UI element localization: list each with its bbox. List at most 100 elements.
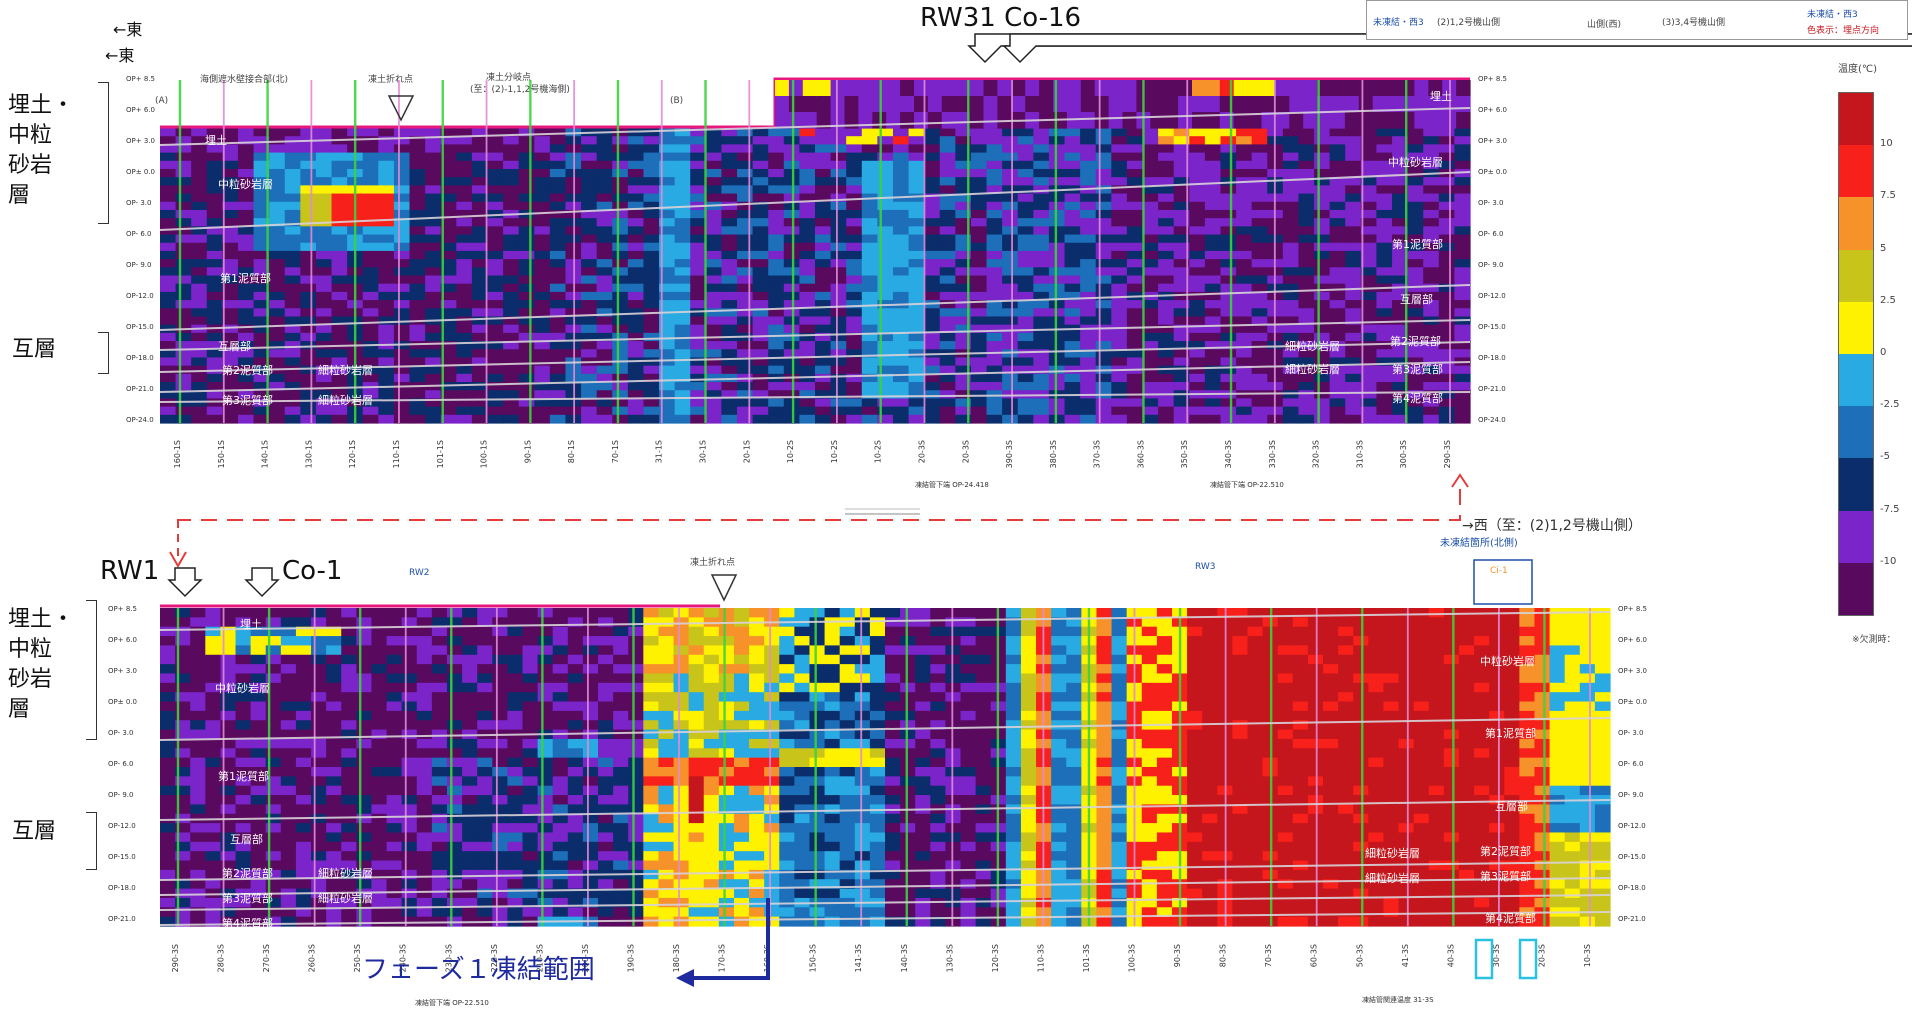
temp-cell	[737, 136, 754, 145]
temp-cell	[802, 96, 818, 113]
temp-cell	[1064, 406, 1081, 416]
temp-cell	[643, 738, 660, 749]
temp-cell	[280, 692, 297, 703]
temp-cell	[1111, 226, 1128, 236]
temp-cell	[440, 267, 457, 277]
temp-cell	[809, 608, 826, 618]
temp-cell	[1002, 406, 1019, 416]
temp-cell	[237, 160, 255, 170]
temp-cell	[269, 234, 286, 244]
temp-cell	[1080, 349, 1097, 359]
temp-cell	[1204, 185, 1222, 195]
stratum-label: 埋土	[1430, 90, 1452, 103]
temp-cell	[815, 316, 832, 326]
temp-cell	[160, 841, 176, 852]
temp-cell	[206, 242, 223, 252]
temp-cell	[222, 324, 239, 334]
temp-cell	[830, 291, 847, 301]
temp-cell	[409, 226, 426, 236]
temp-cell	[869, 626, 886, 637]
temp-cell	[892, 152, 910, 162]
temp-cell	[830, 177, 847, 186]
temp-cell	[1282, 250, 1300, 260]
temp-cell	[356, 608, 373, 618]
temp-cell	[237, 177, 255, 186]
temp-cell	[175, 160, 192, 170]
temp-cell	[487, 316, 504, 326]
temp-cell	[503, 308, 520, 318]
temp-cell	[718, 738, 735, 749]
temp-cell	[507, 608, 524, 618]
temp-cell	[386, 897, 403, 908]
temp-cell	[737, 250, 754, 260]
temp-cell	[175, 692, 191, 703]
temp-cell	[1017, 226, 1034, 236]
temp-cell	[598, 654, 614, 665]
temp-cell	[628, 860, 644, 871]
temp-cell	[749, 813, 765, 824]
temp-cell	[764, 636, 780, 647]
temp-cell	[503, 365, 520, 375]
temp-cell	[1376, 226, 1393, 236]
temp-cell	[471, 226, 489, 236]
temp-cell	[939, 168, 956, 178]
temp-cell	[970, 218, 988, 227]
temp-cell	[205, 636, 222, 647]
temp-cell	[941, 80, 957, 97]
temp-cell	[688, 626, 705, 637]
temp-cell	[492, 785, 508, 796]
temp-cell	[643, 888, 660, 899]
temp-cell	[315, 250, 333, 260]
temp-cell	[1345, 128, 1362, 137]
temp-cell	[733, 729, 750, 740]
temp-cell	[643, 636, 660, 647]
temp-cell	[160, 406, 177, 416]
temp-cell	[703, 851, 720, 862]
temp-cell	[401, 738, 418, 749]
temp-cell	[768, 357, 785, 367]
temp-cell	[752, 242, 769, 252]
temp-cell	[1173, 201, 1190, 211]
temp-cell	[331, 414, 348, 424]
temp-cell	[416, 804, 433, 815]
temp-cell	[582, 757, 599, 768]
temp-cell	[1428, 112, 1443, 129]
temp-cell	[1189, 185, 1206, 195]
temp-cell	[206, 168, 223, 178]
temp-cell	[596, 168, 613, 178]
temp-cell	[1220, 234, 1237, 244]
temp-cell	[190, 785, 206, 796]
temp-cell	[518, 128, 535, 137]
temp-cell	[643, 748, 660, 759]
temp-cell	[1158, 316, 1175, 326]
temp-cell	[341, 617, 357, 628]
temp-cell	[733, 664, 750, 675]
temp-cell	[409, 136, 426, 145]
temp-cell	[160, 341, 177, 350]
temp-cell	[1220, 152, 1237, 162]
temp-cell	[721, 283, 738, 293]
temp-cell	[939, 185, 956, 195]
temp-cell	[160, 785, 176, 796]
temp-cell	[1438, 365, 1456, 375]
temp-cell	[416, 664, 433, 675]
temp-cell	[253, 275, 270, 285]
temp-cell	[326, 860, 342, 871]
temp-cell	[341, 645, 357, 656]
temp-cell	[175, 617, 191, 628]
temp-cell	[628, 608, 644, 618]
temp-cell	[456, 160, 473, 170]
column-label: 90-1S	[523, 440, 532, 463]
temp-cell	[431, 897, 448, 908]
temp-cell	[955, 414, 972, 424]
temp-cell	[1414, 80, 1429, 97]
temp-cell	[462, 701, 478, 712]
temp-cell	[1376, 275, 1393, 285]
temp-cell	[1173, 160, 1190, 170]
depth-tick-right: OP-15.0	[1478, 323, 1506, 331]
temp-cell	[809, 720, 826, 731]
temp-cell	[190, 851, 206, 862]
temp-cell	[1204, 226, 1222, 236]
temp-cell	[487, 324, 504, 334]
temp-cell	[315, 365, 333, 375]
